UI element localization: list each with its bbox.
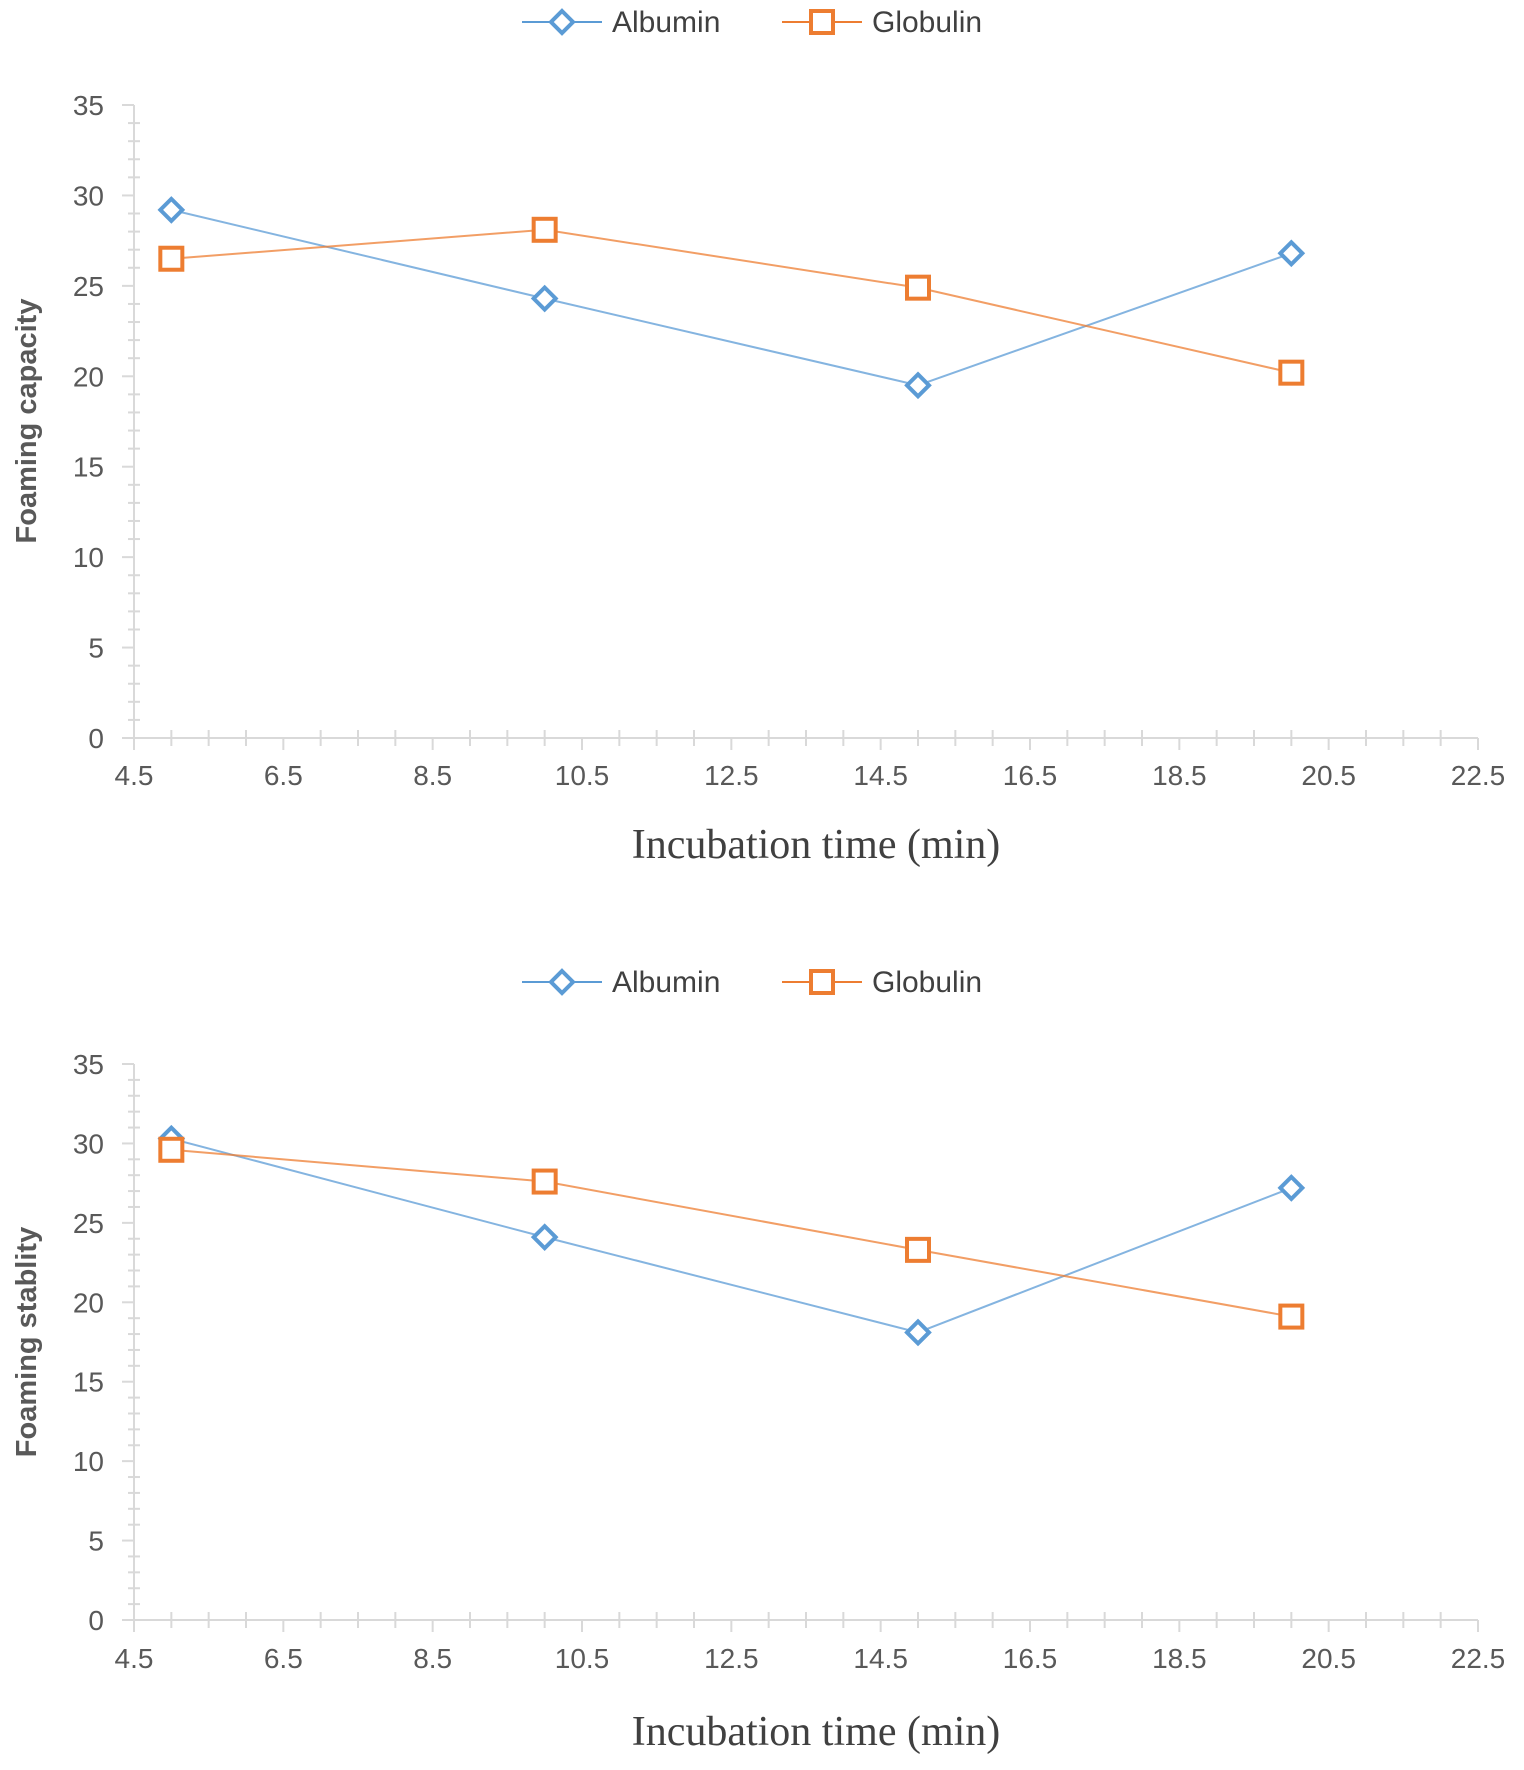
series-line-globulin: [171, 1148, 1292, 1318]
x-axis-label: Incubation time (min): [632, 822, 1001, 868]
y-tick-label: 35: [73, 90, 104, 121]
x-tick-label: 20.5: [1301, 1643, 1356, 1674]
x-tick-label: 8.5: [413, 1643, 452, 1674]
y-tick-label: 25: [73, 1208, 104, 1239]
legend-label-albumin: Albumin: [612, 966, 720, 999]
x-tick-label: 8.5: [413, 760, 452, 791]
x-tick-label: 6.5: [264, 760, 303, 791]
series-line-globulin: [171, 228, 1292, 374]
legend: Albumin Globulin: [522, 966, 982, 999]
x-tick-label: 6.5: [264, 1643, 303, 1674]
y-tick-label: 0: [88, 723, 104, 754]
data-point-albumin: [1277, 239, 1306, 268]
series-line-albumin: [171, 208, 1292, 387]
data-point-globulin: [531, 216, 558, 243]
data-point-globulin: [158, 1136, 185, 1163]
data-point-globulin: [1278, 1303, 1305, 1330]
y-tick-label: 0: [88, 1605, 104, 1636]
legend-marker-globulin: [809, 969, 835, 995]
legend-marker-albumin: [548, 8, 576, 36]
x-tick-label: 4.5: [115, 1643, 154, 1674]
x-tick-label: 18.5: [1152, 1643, 1207, 1674]
data-point-albumin: [904, 371, 932, 400]
x-tick-label: 12.5: [704, 760, 759, 791]
legend-label-albumin: Albumin: [612, 6, 720, 39]
data-point-globulin: [1278, 359, 1305, 386]
legend-label-globulin: Globulin: [872, 966, 982, 999]
y-tick-label: 20: [73, 361, 104, 392]
y-tick-label: 10: [73, 1446, 104, 1477]
x-tick-label: 18.5: [1152, 760, 1207, 791]
y-tick-label: 20: [73, 1287, 104, 1318]
y-tick-label: 15: [73, 1367, 104, 1398]
data-point-globulin: [531, 1168, 558, 1195]
x-tick-label: 14.5: [853, 760, 908, 791]
y-tick-label: 15: [73, 452, 104, 483]
x-tick-label: 22.5: [1451, 760, 1506, 791]
x-tick-label: 16.5: [1003, 760, 1058, 791]
data-point-albumin: [530, 284, 559, 313]
x-tick-label: 10.5: [555, 760, 610, 791]
x-tick-label: 12.5: [704, 1643, 759, 1674]
data-point-albumin: [904, 1318, 932, 1347]
y-tick-label: 5: [88, 633, 104, 664]
x-tick-label: 10.5: [555, 1643, 610, 1674]
legend-marker-albumin: [548, 968, 576, 996]
x-tick-label: 20.5: [1301, 760, 1356, 791]
x-tick-label: 14.5: [853, 1643, 908, 1674]
data-point-albumin: [530, 1223, 559, 1251]
x-axis-label: Incubation time (min): [632, 1709, 1001, 1755]
legend-marker-globulin: [809, 9, 835, 35]
x-tick-label: 4.5: [115, 760, 154, 791]
series-line-albumin: [171, 1137, 1292, 1334]
y-tick-label: 35: [73, 1049, 104, 1080]
y-tick-label: 5: [88, 1526, 104, 1557]
y-tick-label: 10: [73, 542, 104, 573]
data-point-globulin: [905, 1236, 931, 1263]
data-point-globulin: [905, 274, 931, 301]
chart-2: 0 5 10 15 20 25 30 35 4.5 6.5 8.5 10.5 12.5 14.5 16.5 1…: [11, 966, 1505, 1755]
y-tick-label: 25: [73, 271, 104, 302]
data-point-albumin: [1277, 1174, 1306, 1202]
x-tick-label: 16.5: [1003, 1643, 1058, 1674]
x-tick-label: 22.5: [1451, 1643, 1506, 1674]
chart-1: 0 5 10 15 20 25 30 35 4.5 6.5 8.5 10.5 12.5 14.5 16.5 1…: [11, 6, 1505, 868]
y-axis-label: Foaming stablity: [11, 1227, 43, 1457]
data-point-globulin: [158, 245, 185, 272]
y-axis-label: Foaming capacity: [11, 299, 43, 544]
legend: Albumin Globulin: [522, 6, 982, 39]
y-tick-label: 30: [73, 180, 104, 211]
y-tick-label: 30: [73, 1128, 104, 1159]
data-point-albumin: [157, 196, 186, 224]
legend-label-globulin: Globulin: [872, 6, 982, 39]
